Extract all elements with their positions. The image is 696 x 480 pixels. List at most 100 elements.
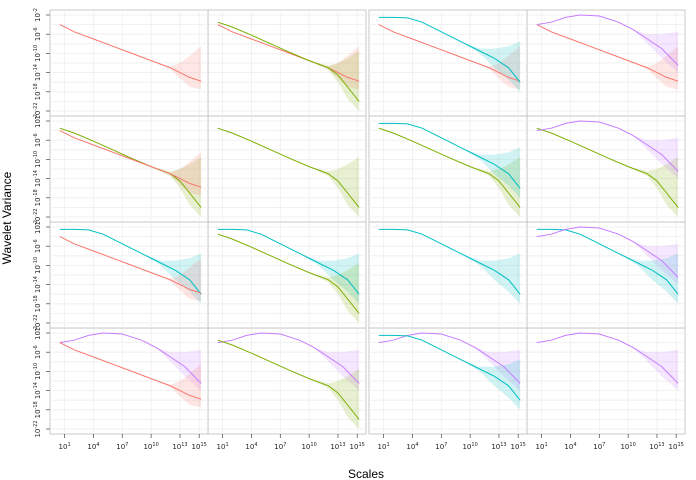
y-tick-label: 10-6 [33, 345, 42, 359]
series-line-2 [217, 21, 360, 102]
y-tick-exponent: -22 [33, 102, 39, 110]
ci-band-series-3 [378, 123, 521, 198]
y-tick-base: 10 [34, 217, 42, 226]
x-tick-label: 1015 [192, 442, 207, 451]
series-line-1 [59, 130, 202, 188]
x-tick-exponent: 1 [544, 442, 547, 448]
y-tick-label: 10-18 [33, 83, 42, 100]
y-tick-base: 10 [34, 303, 42, 312]
x-tick-label: 107 [274, 442, 286, 451]
x-tick-exponent: 7 [444, 442, 447, 448]
panel-r4-c4 [526, 327, 686, 435]
y-tick-label: 10-6 [33, 133, 42, 147]
y-tick-label: 10-22 [33, 208, 42, 225]
y-tick-label: 10-14 [33, 276, 42, 293]
x-tick-base: 10 [620, 443, 629, 451]
x-tick-label: 1013 [491, 442, 506, 451]
x-tick-base: 10 [116, 443, 125, 451]
ci-band-series-1 [378, 24, 521, 90]
y-tick-label: 10-22 [33, 102, 42, 119]
series-line-1 [59, 24, 202, 82]
x-tick-exponent: 10 [152, 442, 158, 448]
series-line-3 [217, 228, 360, 295]
x-tick-base: 10 [192, 443, 201, 451]
series-line-4 [378, 332, 521, 384]
x-tick-exponent: 15 [519, 442, 525, 448]
y-tick-base: 10 [34, 371, 42, 380]
ci-band-series-4 [378, 333, 521, 391]
series-line-2 [217, 339, 360, 420]
series-line-2 [536, 127, 679, 208]
x-tick-label: 1010 [620, 442, 635, 451]
y-tick-exponent: -14 [33, 64, 39, 72]
x-tick-label: 1013 [330, 442, 345, 451]
y-tick-label: 10-6 [33, 239, 42, 253]
series-line-1 [378, 24, 521, 82]
x-tick-label: 1013 [172, 442, 187, 451]
y-tick-base: 10 [34, 429, 42, 438]
series-line-1 [59, 236, 202, 294]
x-tick-label: 1015 [669, 442, 684, 451]
x-tick-exponent: 4 [254, 442, 257, 448]
x-tick-label: 107 [435, 442, 447, 451]
x-tick-exponent: 7 [602, 442, 605, 448]
x-tick-base: 10 [536, 443, 545, 451]
series-line-4 [536, 332, 679, 384]
y-tick-label: 10-2 [33, 114, 42, 128]
series-line-4 [59, 332, 202, 384]
x-tick-exponent: 13 [181, 442, 187, 448]
series-line-4 [536, 120, 679, 172]
x-tick-base: 10 [274, 443, 283, 451]
panel-r3-c2 [207, 221, 367, 329]
y-tick-label: 10-10 [33, 45, 42, 62]
x-tick-exponent: 13 [658, 442, 664, 448]
x-tick-exponent: 4 [573, 442, 576, 448]
y-tick-label: 10-2 [33, 220, 42, 234]
y-tick-exponent: -2 [33, 326, 39, 331]
y-tick-exponent: -10 [33, 151, 39, 159]
x-tick-base: 10 [217, 443, 226, 451]
x-tick-base: 10 [59, 443, 68, 451]
y-tick-base: 10 [34, 284, 42, 293]
panel-r3-c1 [49, 221, 209, 329]
x-tick-label: 101 [378, 442, 390, 451]
ci-band-series-3 [536, 229, 679, 304]
y-tick-base: 10 [34, 265, 42, 274]
x-tick-label: 1015 [350, 442, 365, 451]
y-axis-label: Wavelet Variance [0, 171, 14, 264]
series-line-4 [536, 14, 679, 66]
panel-r3-c3 [368, 221, 528, 329]
x-tick-base: 10 [172, 443, 181, 451]
panel-r1-c4 [526, 9, 686, 117]
x-tick-base: 10 [301, 443, 310, 451]
y-tick-label: 10-22 [33, 420, 42, 437]
ci-band-series-4 [536, 15, 679, 73]
y-tick-exponent: -2 [33, 220, 39, 225]
series-line-3 [378, 228, 521, 295]
x-tick-label: 1010 [462, 442, 477, 451]
panel-r2-c4 [526, 115, 686, 223]
x-tick-label: 101 [59, 442, 71, 451]
y-tick-base: 10 [34, 91, 42, 100]
y-tick-base: 10 [34, 390, 42, 399]
x-tick-base: 10 [593, 443, 602, 451]
series-line-2 [217, 233, 360, 314]
ci-band-series-4 [536, 227, 679, 285]
y-tick-label: 10-22 [33, 314, 42, 331]
ci-band-series-3 [378, 229, 521, 304]
y-tick-label: 10-10 [33, 363, 42, 380]
y-tick-base: 10 [34, 409, 42, 418]
x-tick-exponent: 7 [125, 442, 128, 448]
series-line-2 [378, 127, 521, 208]
y-tick-exponent: -14 [33, 170, 39, 178]
y-tick-label: 10-14 [33, 170, 42, 187]
panel-r4-c2 [207, 327, 367, 435]
panel-r3-c4 [526, 221, 686, 329]
x-tick-label: 1010 [143, 442, 158, 451]
y-tick-exponent: -22 [33, 420, 39, 428]
x-tick-label: 104 [245, 442, 257, 451]
y-tick-exponent: -14 [33, 276, 39, 284]
y-tick-exponent: -14 [33, 382, 39, 390]
y-tick-exponent: -6 [33, 27, 39, 32]
